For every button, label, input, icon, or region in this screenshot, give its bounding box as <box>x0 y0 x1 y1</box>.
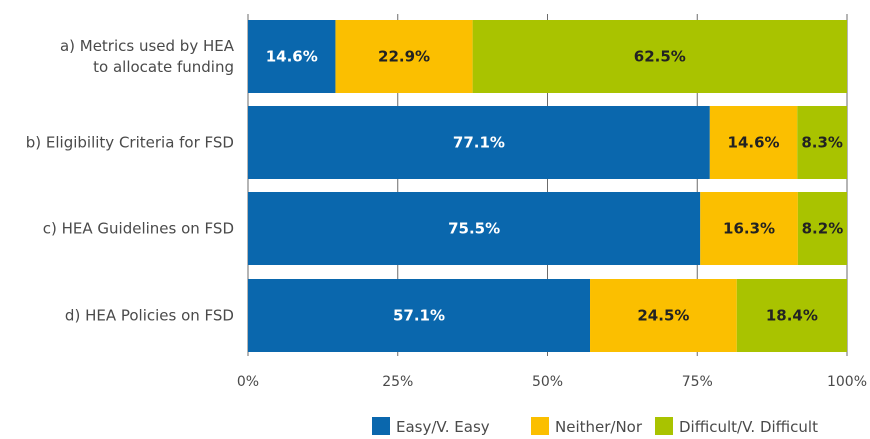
category-label: a) Metrics used by HEA <box>60 37 235 55</box>
bar-segment <box>709 106 798 179</box>
x-tick-label: 0% <box>237 374 259 390</box>
data-label: 22.9% <box>378 48 430 66</box>
x-tick-label: 50% <box>532 374 563 390</box>
category-labels: a) Metrics used by HEA to allocate fundin… <box>26 37 235 325</box>
data-label: 77.1% <box>453 134 505 152</box>
category-label: c) HEA Guidelines on FSD <box>43 220 234 238</box>
data-label: 8.2% <box>802 220 844 238</box>
bar-segment <box>700 192 798 265</box>
bar-segment <box>797 106 847 179</box>
x-axis-ticks: 0% 25% 50% 75% 100% <box>237 374 867 390</box>
legend-label: Difficult/V. Difficult <box>679 418 818 436</box>
category-label: b) Eligibility Criteria for FSD <box>26 134 234 152</box>
category-label: d) HEA Policies on FSD <box>65 307 234 325</box>
data-label: 75.5% <box>448 220 500 238</box>
bar-segment <box>248 279 591 352</box>
data-label: 14.6% <box>728 134 780 152</box>
legend-label: Neither/Nor <box>555 418 643 436</box>
bar-segment <box>248 20 336 93</box>
bar-segment <box>248 106 710 179</box>
legend-swatch <box>372 417 390 435</box>
legend-label: Easy/V. Easy <box>396 418 490 436</box>
bar-segment <box>335 20 473 93</box>
data-label: 14.6% <box>266 48 318 66</box>
legend-swatch <box>655 417 673 435</box>
category-label: to allocate funding <box>93 58 234 76</box>
bar-segment <box>736 279 847 352</box>
bar-segment <box>797 192 847 265</box>
x-tick-label: 75% <box>682 374 713 390</box>
bar-segment <box>590 279 737 352</box>
data-label: 8.3% <box>801 134 843 152</box>
data-label: 57.1% <box>393 307 445 325</box>
bars: 14.6% 22.9% 62.5% 77.1% 14.6% 8.3% 75.5% 16.3% 8… <box>248 20 847 352</box>
data-label: 18.4% <box>766 307 818 325</box>
bar-segment <box>472 20 847 93</box>
bar-segment <box>248 192 701 265</box>
x-tick-label: 100% <box>827 374 867 390</box>
x-tick-label: 25% <box>382 374 413 390</box>
data-label: 62.5% <box>634 48 686 66</box>
data-label: 16.3% <box>723 220 775 238</box>
legend: Easy/V. Easy Neither/Nor Difficult/V. Diff… <box>372 417 818 436</box>
legend-swatch <box>531 417 549 435</box>
data-label: 24.5% <box>637 307 689 325</box>
